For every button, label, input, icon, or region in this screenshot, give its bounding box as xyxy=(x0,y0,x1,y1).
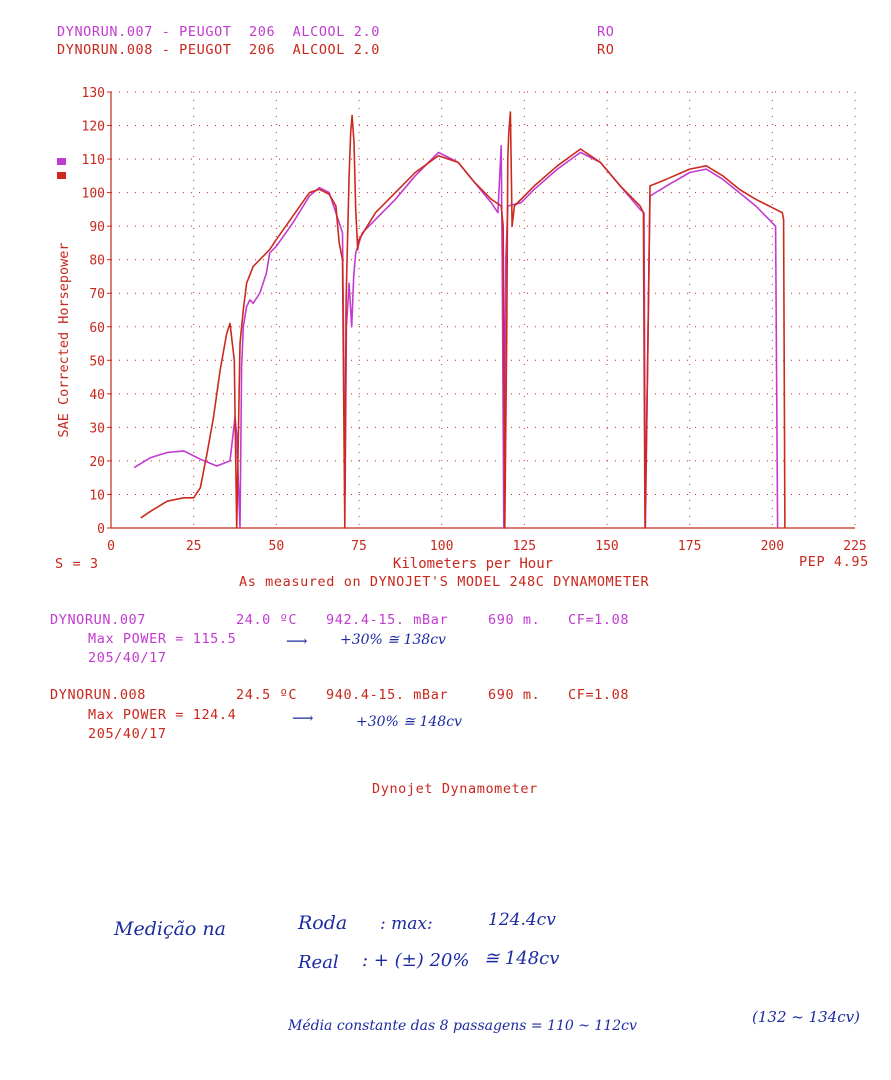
run-008-title: DYNORUN.008 - PEUGOT 206 ALCOOL 2.0 xyxy=(57,42,380,58)
series-line-008 xyxy=(140,111,786,529)
x-tick-label: 125 xyxy=(513,539,536,554)
hand-line1-a: Medição na xyxy=(114,918,226,940)
run-008-name: DYNORUN.008 xyxy=(50,687,147,703)
run-008-altitude: 690 m. xyxy=(488,687,541,703)
run-007-name: DYNORUN.007 xyxy=(50,612,147,628)
legend-swatch-007 xyxy=(57,158,66,165)
hand-line1-d: 124.4cv xyxy=(488,910,556,930)
hand-line2-c: ≅ 148cv xyxy=(484,948,560,969)
y-tick-label: 0 xyxy=(97,522,105,537)
y-tick-label: 100 xyxy=(82,187,105,202)
hand-line1-b: Roda xyxy=(298,912,348,934)
y-tick-label: 30 xyxy=(89,421,105,436)
pep-label: PEP 4.95 xyxy=(799,554,869,570)
run-007-altitude: 690 m. xyxy=(488,612,541,628)
series-line-007 xyxy=(133,144,779,529)
hand-line3: Média constante das 8 passagens = 110 ~ … xyxy=(288,1018,637,1034)
smoothing-label: S = 3 xyxy=(55,556,99,572)
x-tick-label: 225 xyxy=(843,539,866,554)
run-007-max-power: Max POWER = 115.5 xyxy=(88,631,237,647)
run-008-cf: CF=1.08 xyxy=(568,687,630,703)
run-008-pressure: 940.4-15. mBar xyxy=(326,687,449,703)
run-008-handnote: +30% ≅ 148cv xyxy=(356,714,462,730)
y-axis-label: SAE Corrected Horsepower xyxy=(56,242,72,437)
x-tick-label: 200 xyxy=(761,539,784,554)
x-tick-label: 50 xyxy=(269,539,285,554)
dyno-chart: 0 25 50 75 100 125 150 175 200 225 0 10 20 30 40 50 60 70… xyxy=(56,86,867,572)
run-007-arrow: ⟶ xyxy=(286,632,308,650)
hand-line2-b: : + (±) 20% xyxy=(362,950,470,971)
y-tick-label: 40 xyxy=(89,388,105,403)
x-tick-label: 0 xyxy=(107,539,115,554)
hand-line3-b: (132 ~ 134cv) xyxy=(752,1008,860,1026)
y-tick-label: 70 xyxy=(89,287,105,302)
run-007-handnote: +30% ≅ 138cv xyxy=(340,632,446,648)
y-tick-label: 110 xyxy=(82,153,105,168)
y-tick-label: 120 xyxy=(82,120,105,135)
y-tick-label: 130 xyxy=(82,86,105,101)
hand-line2-a: Real xyxy=(298,952,339,973)
x-axis-label: Kilometers per Hour xyxy=(393,556,553,572)
y-tick-label: 90 xyxy=(89,220,105,235)
x-tick-label: 25 xyxy=(186,539,202,554)
run-007-tag: RO xyxy=(597,24,615,40)
y-tick-label: 10 xyxy=(89,488,105,503)
legend-swatch-008 xyxy=(57,172,66,179)
run-008-temp: 24.5 ºC xyxy=(236,687,298,703)
run-008-max-power: Max POWER = 124.4 xyxy=(88,707,237,723)
x-tick-label: 100 xyxy=(430,539,453,554)
y-tick-label: 80 xyxy=(89,254,105,269)
x-tick-label: 175 xyxy=(678,539,701,554)
footer-label: Dynojet Dynamometer xyxy=(372,781,538,797)
run-008-tag: RO xyxy=(597,42,615,58)
y-tick-label: 60 xyxy=(89,321,105,336)
run-008-tires: 205/40/17 xyxy=(88,726,167,742)
run-007-pressure: 942.4-15. mBar xyxy=(326,612,449,628)
run-008-arrow: ⟶ xyxy=(292,709,314,727)
y-tick-label: 50 xyxy=(89,354,105,369)
measured-note: As measured on DYNOJET'S MODEL 248C DYNA… xyxy=(239,574,650,590)
run-007-cf: CF=1.08 xyxy=(568,612,630,628)
hand-line1-c: : max: xyxy=(380,914,433,934)
x-tick-label: 75 xyxy=(351,539,367,554)
x-tick-label: 150 xyxy=(595,539,618,554)
run-007-temp: 24.0 ºC xyxy=(236,612,298,628)
y-tick-label: 20 xyxy=(89,455,105,470)
run-007-title: DYNORUN.007 - PEUGOT 206 ALCOOL 2.0 xyxy=(57,24,380,40)
run-007-tires: 205/40/17 xyxy=(88,650,167,666)
